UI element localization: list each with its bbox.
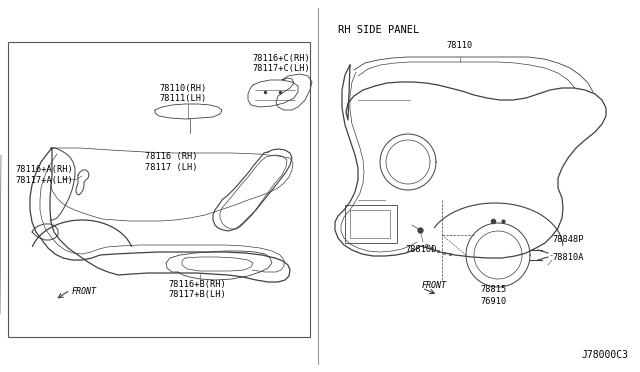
Text: FRONT: FRONT bbox=[422, 280, 447, 289]
Bar bbox=[350, 210, 390, 238]
Text: 78815: 78815 bbox=[480, 285, 506, 294]
Text: 78110: 78110 bbox=[447, 41, 473, 50]
Text: 78116+A(RH)
78117+A(LH): 78116+A(RH) 78117+A(LH) bbox=[15, 165, 73, 185]
Bar bbox=[8, 42, 310, 337]
Text: 76910: 76910 bbox=[480, 297, 506, 306]
Text: J78000C3: J78000C3 bbox=[581, 350, 628, 360]
Bar bbox=[345, 205, 397, 243]
Text: 78848P: 78848P bbox=[552, 235, 584, 244]
Text: 78116+C(RH)
78117+C(LH): 78116+C(RH) 78117+C(LH) bbox=[252, 54, 310, 73]
Text: RH SIDE PANEL: RH SIDE PANEL bbox=[338, 25, 419, 35]
Text: 78810A: 78810A bbox=[552, 253, 584, 263]
Text: 78116 (RH)
78117 (LH): 78116 (RH) 78117 (LH) bbox=[145, 152, 198, 172]
Text: 78116+B(RH)
78117+B(LH): 78116+B(RH) 78117+B(LH) bbox=[168, 280, 226, 299]
Text: 78810D: 78810D bbox=[405, 245, 436, 254]
Text: FRONT: FRONT bbox=[72, 288, 97, 296]
Text: 78110(RH)
78111(LH): 78110(RH) 78111(LH) bbox=[159, 84, 207, 103]
